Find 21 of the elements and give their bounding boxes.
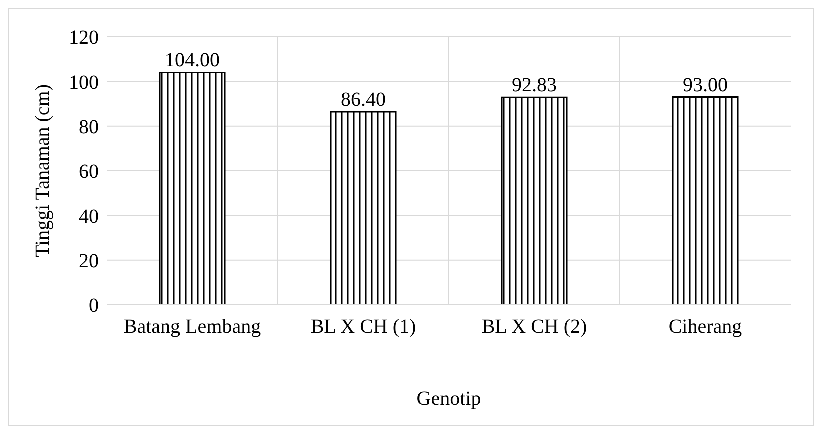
bar: [672, 96, 739, 305]
y-tick-label: 20: [79, 250, 99, 272]
x-tick-label: Ciherang: [668, 316, 742, 338]
x-tick-label: BL X CH (1): [310, 316, 416, 338]
data-label: 86.40: [341, 89, 386, 112]
data-label: 92.83: [512, 74, 558, 97]
bar: [501, 96, 568, 305]
data-label: 93.00: [683, 74, 728, 96]
y-tick-label: 0: [89, 295, 99, 318]
y-tick-label: 100: [69, 72, 99, 94]
y-tick-label: 80: [79, 116, 99, 138]
data-label: 104.00: [165, 50, 220, 72]
x-tick-label: BL X CH (2): [482, 316, 588, 338]
y-tick-label: 40: [79, 206, 99, 228]
y-axis-title: Tinggi Tanaman (cm): [32, 84, 54, 258]
y-tick-label: 60: [79, 161, 99, 184]
y-tick-label: 120: [69, 27, 99, 50]
bar: [330, 111, 397, 305]
x-tick-label: Batang Lembang: [124, 316, 262, 338]
bar: [159, 72, 226, 305]
x-axis-title: Genotip: [416, 388, 482, 410]
